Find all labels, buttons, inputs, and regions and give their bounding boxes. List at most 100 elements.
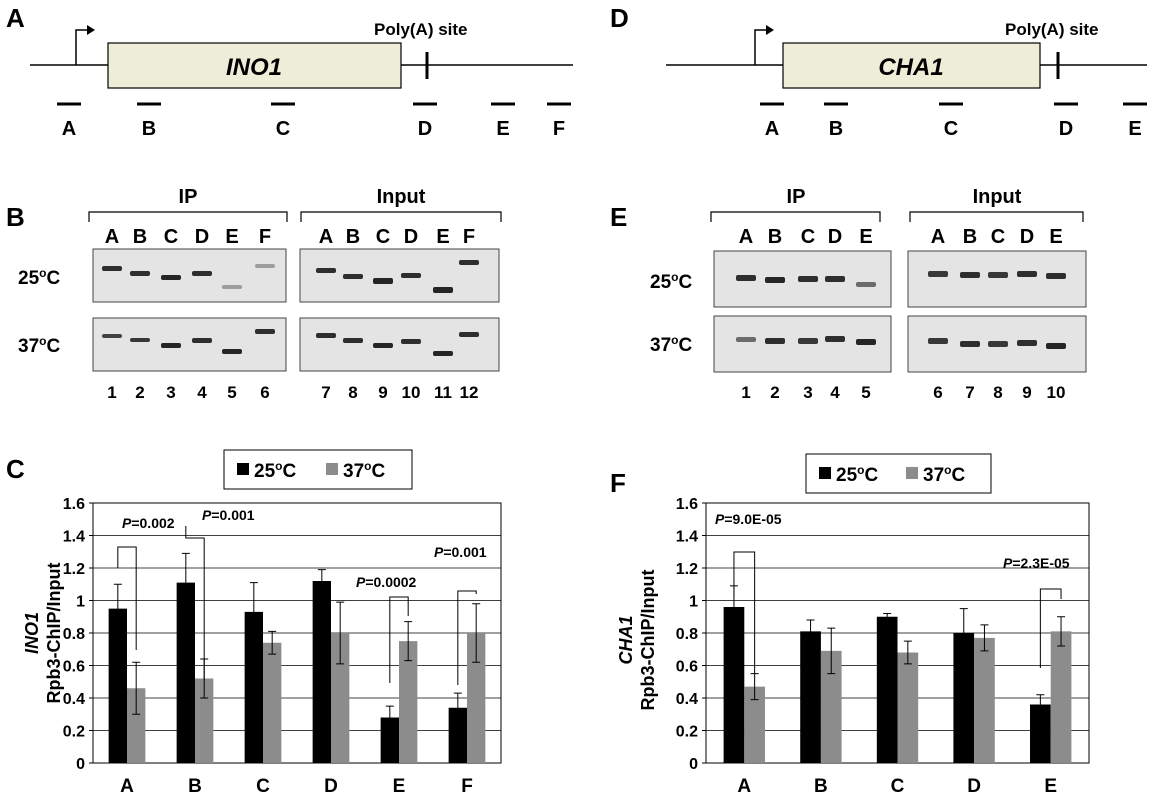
y-tick-label: 0.6	[676, 659, 698, 676]
gel-band	[433, 287, 453, 293]
y-tick-label: 0.2	[676, 724, 698, 741]
lane-number: 5	[861, 383, 870, 402]
lane-letter-ip: B	[133, 226, 147, 248]
gel-band	[459, 332, 479, 337]
legend-swatch-25	[237, 463, 249, 475]
x-category-label: A	[120, 776, 134, 797]
x-category-label: B	[814, 776, 828, 797]
y-tick-label: 1	[76, 594, 85, 611]
bar	[263, 642, 282, 763]
y-tick-label: 1.2	[63, 561, 85, 578]
gel-band	[192, 271, 212, 276]
legend-swatch-37	[906, 467, 918, 479]
lane-letter-input: A	[319, 226, 333, 248]
lane-letter-input: E	[436, 226, 449, 248]
lane-number: 6	[260, 383, 269, 402]
segment-label-C: C	[276, 118, 290, 140]
gene-map-cha1: CHA1 Poly(A) site A B C D E	[666, 20, 1147, 140]
legend-label-25: 25oC	[254, 459, 296, 482]
lane-number: 2	[135, 383, 144, 402]
gel-band	[856, 339, 876, 345]
gel-band	[192, 338, 212, 343]
legend: 25oC 37oC	[223, 449, 413, 490]
gel-band	[960, 341, 980, 347]
gene-box	[782, 42, 1041, 89]
gel-band	[222, 349, 242, 354]
gel-band	[130, 338, 150, 342]
lane-letter-ip: A	[105, 226, 119, 248]
lane-number: 4	[830, 383, 840, 402]
gel-band	[1046, 273, 1066, 279]
gene-name: INO1	[226, 54, 282, 81]
promoter-arrow-icon	[75, 29, 92, 65]
bar	[876, 616, 898, 763]
lane-number: 8	[348, 383, 357, 402]
segment-label-B: B	[142, 118, 156, 140]
legend-box	[223, 449, 413, 490]
lane-letter-input: D	[404, 226, 418, 248]
lane-letter-ip: E	[859, 226, 872, 248]
y-tick-label: 0.2	[63, 724, 85, 741]
arrowhead-icon	[87, 25, 95, 35]
chart-c: 0 0.2 0.4 0.6 0.8 1 1.2 1.4 1.6 A B C D E F P=0.002 P=0.…	[22, 449, 502, 797]
gel-band	[401, 273, 421, 278]
gel-band	[102, 266, 122, 271]
lane-number: 3	[803, 383, 812, 402]
y-tick-label: 1.6	[676, 496, 698, 513]
bar	[897, 652, 919, 763]
y-tick-label: 1.6	[63, 496, 85, 513]
x-category-label: B	[188, 776, 202, 797]
gel-band	[1017, 271, 1037, 277]
p-value-label: P=0.0002	[356, 574, 417, 590]
bar	[974, 637, 995, 763]
lane-letter-ip: C	[801, 226, 815, 248]
gel-band	[373, 343, 393, 348]
gene-box	[107, 42, 402, 89]
lane-letter-ip: A	[739, 226, 753, 248]
bar	[448, 707, 467, 763]
bar	[744, 686, 765, 763]
x-category-label: D	[967, 776, 981, 797]
bar	[820, 650, 842, 763]
significance-bracket	[1039, 588, 1062, 668]
lane-number: 11	[434, 383, 452, 402]
y-tick-label: 0.8	[63, 626, 85, 643]
gel-band	[1017, 340, 1037, 346]
p-value-label: P=9.0E-05	[715, 511, 782, 527]
panel-label-b: B	[6, 202, 25, 232]
ip-header: IP	[787, 186, 806, 208]
gel-band	[459, 260, 479, 265]
ip-bracket	[710, 211, 881, 222]
input-bracket	[300, 211, 502, 222]
input-header: Input	[973, 186, 1022, 208]
bar	[399, 641, 418, 763]
gel-band	[161, 343, 181, 348]
lane-number: 5	[227, 383, 236, 402]
gel-band	[960, 272, 980, 278]
bar	[1030, 704, 1051, 763]
lane-number: 7	[965, 383, 974, 402]
bar	[312, 581, 331, 763]
gel-band	[736, 337, 756, 342]
gel-band	[736, 275, 756, 281]
lane-letter-input: F	[463, 226, 475, 248]
legend-label-37: 37oC	[343, 459, 385, 482]
legend: 25oC 37oC	[805, 453, 992, 494]
lane-number: 7	[321, 383, 330, 402]
polya-label: Poly(A) site	[1005, 20, 1099, 39]
gel-band	[798, 338, 818, 344]
segment-label-F: F	[553, 118, 565, 140]
gel-band	[825, 336, 845, 342]
segment-label-D: D	[1059, 118, 1073, 140]
legend-label-25: 25oC	[836, 463, 878, 486]
bar	[331, 633, 350, 763]
x-category-label: A	[737, 776, 751, 797]
p-value-label: P=0.001	[434, 544, 487, 560]
lane-letter-input: C	[376, 226, 390, 248]
gel-band	[316, 333, 336, 338]
y-tick-label: 1.4	[63, 529, 85, 546]
lane-letter-input: A	[931, 226, 945, 248]
lane-letter-input: C	[991, 226, 1005, 248]
lane-letter-input: B	[963, 226, 977, 248]
significance-bracket	[733, 551, 756, 673]
